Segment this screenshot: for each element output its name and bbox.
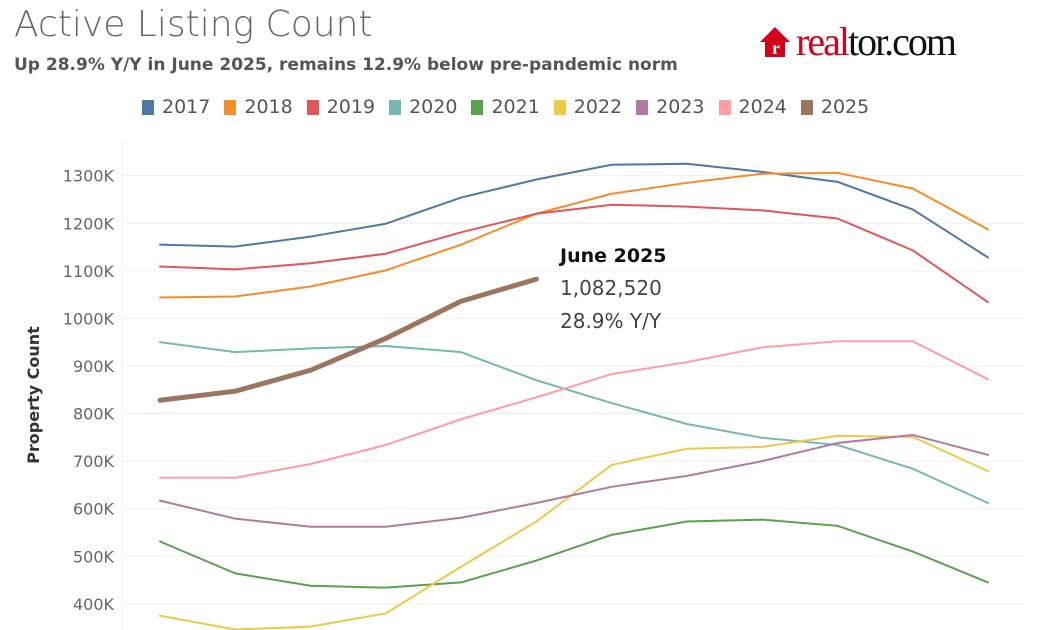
series-line-2023 — [159, 433, 989, 528]
realtor-logo: r real tor.com — [758, 18, 957, 65]
series-line-2019 — [159, 203, 989, 304]
legend-item-2020[interactable]: 2020 — [389, 96, 457, 118]
series-line-2024 — [159, 340, 989, 479]
legend-label: 2017 — [162, 96, 211, 118]
legend-swatch — [636, 99, 649, 115]
house-icon: r — [760, 26, 790, 58]
legend: 2017 2018 2019 2020 2021 2022 2023 2024 2025 — [142, 96, 883, 118]
y-tick-label: 1300K — [63, 167, 115, 186]
legend-label: 2018 — [244, 96, 293, 118]
annotation-title: June 2025 — [558, 245, 667, 267]
y-tick-label: 900K — [73, 357, 115, 376]
legend-swatch — [553, 99, 566, 115]
logo-text-red: real — [796, 19, 850, 64]
y-axis-title: Property Count — [24, 326, 43, 464]
legend-swatch — [224, 99, 237, 115]
y-tick-label: 400K — [73, 595, 115, 614]
legend-swatch — [306, 99, 319, 115]
legend-item-2021[interactable]: 2021 — [471, 96, 540, 118]
series-line-2018 — [159, 171, 989, 299]
series-line-2020 — [159, 341, 989, 504]
y-tick-label: 1200K — [63, 214, 115, 233]
series-line-2025 — [157, 276, 539, 403]
legend-swatch — [718, 99, 731, 115]
y-tick-label: 1000K — [63, 309, 115, 328]
legend-item-2025[interactable]: 2025 — [800, 96, 870, 118]
legend-label: 2025 — [820, 96, 870, 118]
series-line-2022 — [159, 434, 989, 630]
legend-label: 2020 — [409, 96, 458, 118]
annotation-change: 28.9% Y/Y — [560, 309, 662, 333]
legend-item-2019[interactable]: 2019 — [306, 96, 376, 118]
y-tick-label: 700K — [73, 452, 115, 471]
y-tick-label: 1100K — [63, 262, 115, 281]
legend-item-2017[interactable]: 2017 — [142, 96, 210, 118]
legend-swatch — [800, 99, 813, 115]
svg-text:r: r — [772, 38, 780, 58]
y-tick-label: 600K — [73, 500, 115, 519]
legend-swatch — [142, 99, 154, 115]
logo-text-black: tor.com — [847, 19, 957, 64]
legend-item-2024[interactable]: 2024 — [718, 96, 787, 118]
legend-item-2018[interactable]: 2018 — [224, 96, 293, 118]
y-tick-label: 800K — [73, 405, 115, 424]
legend-swatch — [389, 99, 402, 115]
legend-swatch — [471, 99, 484, 115]
legend-item-2022[interactable]: 2022 — [553, 96, 623, 118]
chart-subtitle: Up 28.9% Y/Y in June 2025, remains 12.9%… — [14, 55, 678, 75]
legend-label: 2019 — [326, 96, 376, 118]
series-line-2021 — [159, 518, 989, 589]
legend-label: 2021 — [491, 96, 540, 118]
legend-label: 2024 — [738, 96, 787, 118]
legend-label: 2022 — [573, 96, 623, 118]
legend-label: 2023 — [656, 96, 705, 118]
series-line-2017 — [159, 162, 989, 259]
chart-title: Active Listing Count — [14, 4, 373, 45]
legend-item-2023[interactable]: 2023 — [636, 96, 705, 118]
y-tick-label: 500K — [73, 547, 115, 566]
annotation-value: 1,082,520 — [560, 276, 662, 300]
